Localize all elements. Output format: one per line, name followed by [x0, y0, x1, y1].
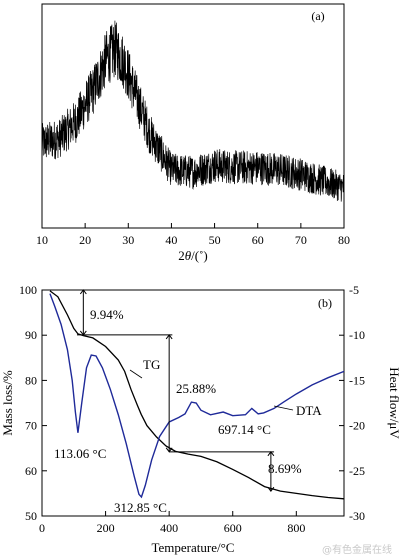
panel-b-x-tick-label: 200: [97, 521, 115, 535]
annotation-step1: 9.94%: [90, 307, 124, 322]
annotation-step2: 25.88%: [176, 381, 216, 396]
panel-b-left-tick-label: 70: [25, 419, 37, 433]
panel-b-right-tick-label: -15: [349, 373, 365, 387]
panel-b-left-tick-label: 50: [25, 509, 37, 523]
panel-b-right-tick-label: -30: [349, 509, 365, 523]
xrd-pattern-line: [41, 20, 345, 202]
panel-b-right-tick-label: -5: [349, 283, 359, 297]
panel-b-right-tick-label: -20: [349, 419, 365, 433]
panel-a-x-tick-label: 40: [165, 233, 177, 247]
panel-b-right-y-ticks: -5 -10 -15 -20 -25 -30: [339, 283, 365, 523]
panel-b-right-axis-title: Heat flow/μV: [387, 367, 400, 439]
panel-a-label: (a): [311, 9, 324, 23]
panel-b-x-ticks: 0 200 400 600 800: [39, 511, 305, 535]
panel-a-x-axis-title-theta: θ: [185, 248, 192, 263]
step-arrow-head: [165, 334, 173, 340]
watermark-text: @有色金属在线: [322, 545, 392, 556]
panel-a-x-tick-label: 70: [295, 233, 307, 247]
annotation-peak3: 697.14 °C: [218, 422, 271, 437]
panel-a-x-tick-label: 10: [36, 233, 48, 247]
annotation-tg-label: TG: [143, 357, 160, 372]
panel-b-left-axis-title: Mass loss/%: [0, 370, 15, 436]
step-arrow-head: [267, 450, 275, 457]
panel-b-left-tick-label: 60: [25, 464, 37, 478]
panel-a-x-axis-title: 2θ/(˚): [178, 248, 208, 263]
panel-b-x-tick-label: 600: [224, 521, 242, 535]
panel-b-x-tick-label: 400: [160, 521, 178, 535]
panel-a-frame: [41, 3, 345, 229]
panel-b-x-tick-label: 0: [39, 521, 45, 535]
panel-a-x-tick-label: 50: [209, 233, 221, 247]
panel-b-right-tick-label: -25: [349, 464, 365, 478]
panel-a-x-tick-label: 20: [79, 233, 91, 247]
annotation-dta-label: DTA: [296, 403, 322, 418]
panel-a: (a) 10 20 30 40 50 60 70 80 2θ/(˚): [36, 3, 350, 263]
tg-label-leader: [129, 369, 143, 379]
panel-b-x-tick-label: 800: [287, 521, 305, 535]
annotation-peak1: 113.06 °C: [54, 446, 106, 461]
annotation-step3: 8.69%: [268, 461, 302, 476]
panel-b-left-tick-label: 90: [25, 328, 37, 342]
panel-a-x-ticks: 10 20 30 40 50 60 70 80: [36, 223, 350, 247]
dta-label-leader: [273, 405, 294, 411]
panel-b-right-tick-label: -10: [349, 328, 365, 342]
panel-b-left-tick-label: 100: [19, 283, 37, 297]
panel-a-x-tick-label: 60: [252, 233, 264, 247]
panel-b-frame: [41, 289, 345, 517]
panel-a-x-tick-label: 80: [338, 233, 350, 247]
panel-b-x-axis-title: Temperature/°C: [152, 540, 235, 555]
step-arrow-head: [267, 486, 275, 492]
panel-b: (b) 0 200 400 600 800 50 60 70 80 90 100 -5 -10 -15…: [0, 283, 400, 555]
panel-b-left-y-ticks: 50 60 70 80 90 100: [19, 283, 47, 523]
panel-b-label: (b): [318, 296, 332, 310]
panel-a-x-axis-title-unit: /(˚): [191, 248, 208, 263]
mass-step-markers: [76, 289, 275, 492]
dta-series-line: [49, 293, 345, 499]
panel-b-left-tick-label: 80: [25, 373, 37, 387]
annotation-peak2: 312.85 °C: [114, 500, 167, 515]
panel-a-x-axis-title-num: 2: [178, 248, 185, 263]
panel-a-x-tick-label: 30: [122, 233, 134, 247]
step-arrow-head: [79, 289, 87, 295]
